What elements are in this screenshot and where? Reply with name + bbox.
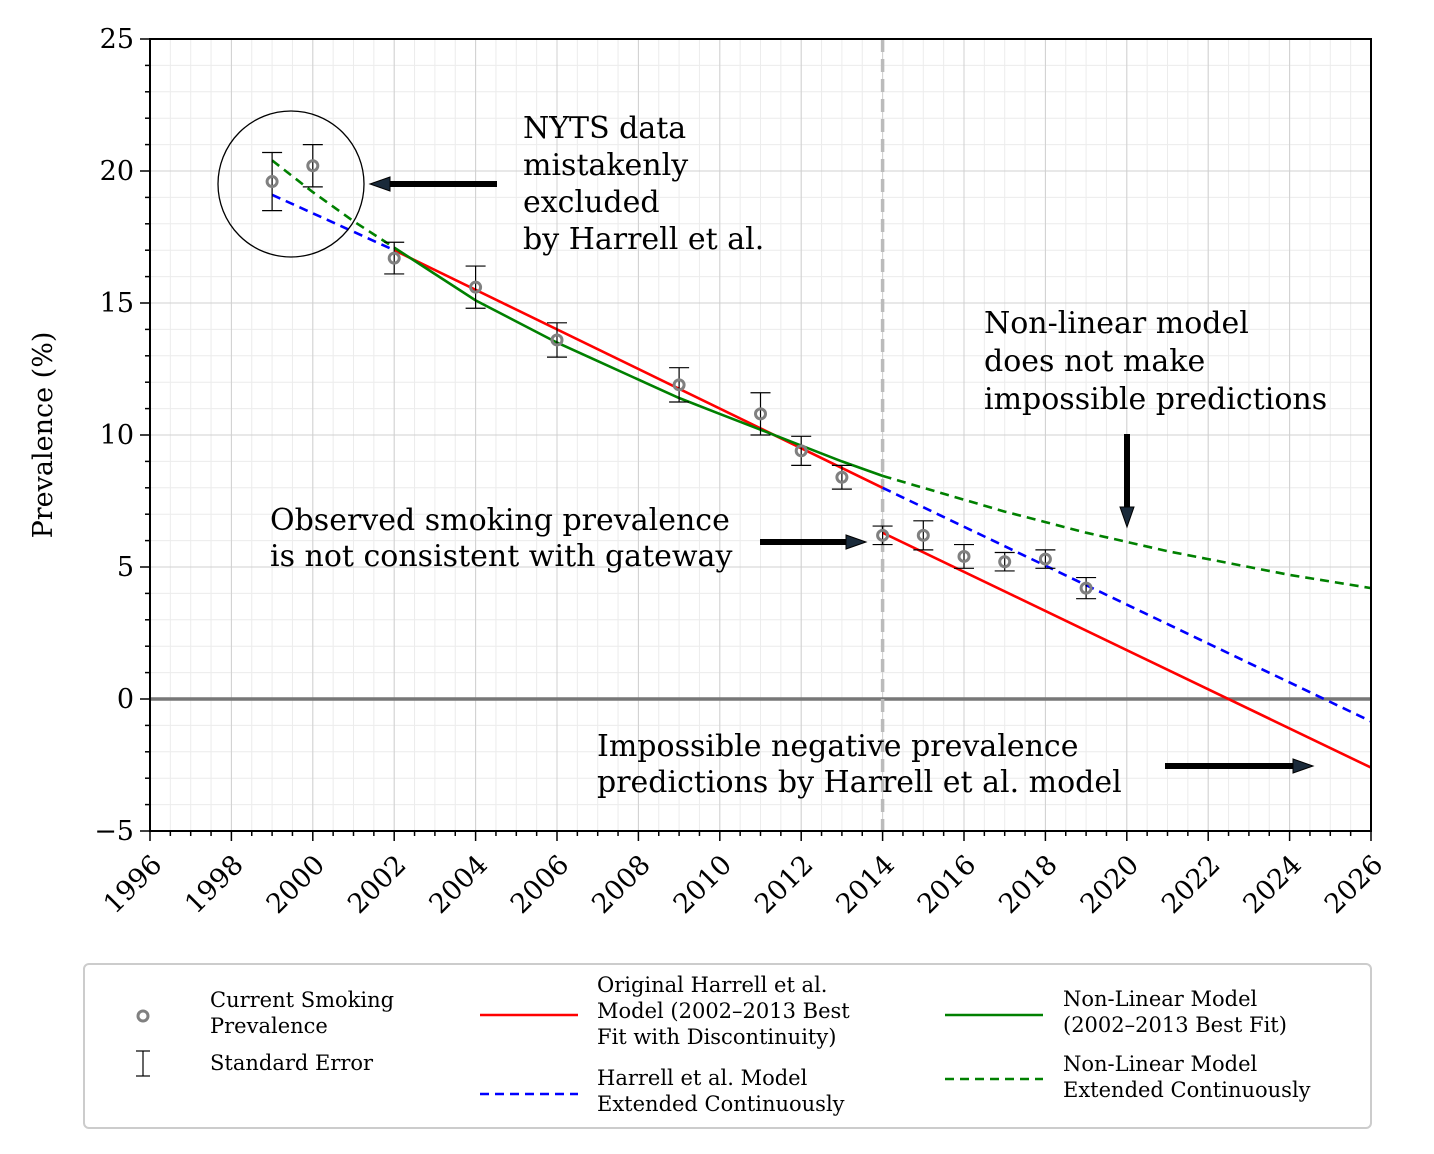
y-axis-label: Prevalence (%) bbox=[28, 332, 59, 539]
annotation-nyts-text: excluded bbox=[523, 185, 660, 220]
data-points-layer bbox=[262, 144, 1097, 600]
x-tick-label: 2004 bbox=[423, 849, 494, 920]
y-tick-label: 25 bbox=[100, 24, 134, 55]
x-tick-label: 2010 bbox=[668, 849, 739, 920]
series-line-2 bbox=[882, 486, 1372, 723]
prevalence-point bbox=[1079, 581, 1093, 595]
legend-label: Non-Linear Model bbox=[1063, 1052, 1258, 1076]
x-tick-label: 2018 bbox=[993, 849, 1064, 920]
legend-marker-point bbox=[136, 1009, 150, 1023]
legend-label: Non-Linear Model bbox=[1063, 987, 1258, 1011]
annotation-nonlinear-text: Non-linear model bbox=[984, 306, 1249, 341]
legend-label: Current Smoking bbox=[210, 988, 394, 1012]
x-tick-label: 2006 bbox=[505, 849, 576, 920]
annotation-negative-text: predictions by Harrell et al. model bbox=[597, 765, 1122, 800]
x-tick-label: 1998 bbox=[179, 849, 250, 920]
prevalence-point bbox=[306, 159, 320, 173]
annotation-nyts-arrow-head bbox=[368, 176, 391, 192]
legend-label: Extended Continuously bbox=[1063, 1078, 1311, 1102]
x-tick-label: 1996 bbox=[98, 849, 169, 920]
legend-label: Original Harrell et al. bbox=[597, 973, 827, 997]
annotation-observed-arrow-head bbox=[845, 534, 868, 550]
annotation-nonlinear-text: impossible predictions bbox=[984, 382, 1327, 417]
annotation-observed-text: Observed smoking prevalence bbox=[270, 503, 730, 538]
x-tick-label: 2012 bbox=[749, 849, 820, 920]
reference-lines bbox=[150, 39, 1371, 831]
prevalence-point bbox=[998, 555, 1012, 569]
prevalence-point bbox=[1038, 552, 1052, 566]
annotation-nonlinear-arrow-head bbox=[1119, 506, 1135, 529]
annotation-nyts-text: mistakenly bbox=[523, 148, 688, 183]
legend-label: Model (2002–2013 Best bbox=[597, 999, 850, 1023]
annotation-nyts-text: by Harrell et al. bbox=[523, 222, 764, 257]
excluded-data-circle bbox=[217, 110, 365, 258]
x-tick-label: 2024 bbox=[1237, 849, 1308, 920]
prevalence-point bbox=[835, 470, 849, 484]
legend-label: Standard Error bbox=[210, 1051, 374, 1075]
annotation-negative-text: Impossible negative prevalence bbox=[597, 729, 1078, 764]
series-line-4 bbox=[271, 159, 395, 249]
prevalence-point bbox=[550, 333, 564, 347]
legend-label: (2002–2013 Best Fit) bbox=[1063, 1013, 1287, 1037]
y-tick-label: −5 bbox=[94, 816, 134, 847]
annotation-nonlinear-text: does not make bbox=[984, 344, 1205, 379]
legend-label: Prevalence bbox=[210, 1014, 328, 1038]
y-tick-label: 5 bbox=[117, 552, 134, 583]
x-tick-label: 2000 bbox=[261, 849, 332, 920]
legend-label: Extended Continuously bbox=[597, 1092, 845, 1116]
x-tick-label: 2026 bbox=[1319, 849, 1390, 920]
legend-box bbox=[83, 963, 1372, 1129]
annotation-observed-text: is not consistent with gateway bbox=[270, 539, 732, 574]
legend-label: Fit with Discontinuity) bbox=[597, 1025, 836, 1049]
legend-label: Harrell et al. Model bbox=[597, 1066, 808, 1090]
series-line-2 bbox=[271, 193, 395, 252]
annotation-negative-arrow-head bbox=[1292, 758, 1315, 774]
x-tick-label: 2014 bbox=[830, 849, 901, 920]
y-tick-label: 0 bbox=[117, 684, 134, 715]
y-tick-label: 20 bbox=[100, 156, 134, 187]
x-tick-label: 2008 bbox=[586, 849, 657, 920]
x-tick-label: 2002 bbox=[342, 849, 413, 920]
prevalence-point bbox=[672, 378, 686, 392]
y-tick-label: 10 bbox=[100, 420, 134, 451]
prevalence-point bbox=[265, 175, 279, 189]
annotation-nyts-text: NYTS data bbox=[523, 111, 686, 146]
prevalence-point bbox=[916, 528, 930, 542]
prevalence-point bbox=[387, 251, 401, 265]
prevalence-point bbox=[754, 407, 767, 421]
series-line-1 bbox=[882, 531, 1372, 769]
x-tick-label: 2020 bbox=[1075, 849, 1146, 920]
prevalence-point bbox=[957, 549, 971, 563]
prevalence-point bbox=[469, 280, 483, 294]
x-tick-label: 2016 bbox=[912, 849, 983, 920]
y-tick-label: 15 bbox=[100, 288, 134, 319]
x-tick-label: 2022 bbox=[1156, 849, 1227, 920]
prevalence-point bbox=[794, 444, 808, 458]
prevalence-point bbox=[876, 528, 890, 542]
